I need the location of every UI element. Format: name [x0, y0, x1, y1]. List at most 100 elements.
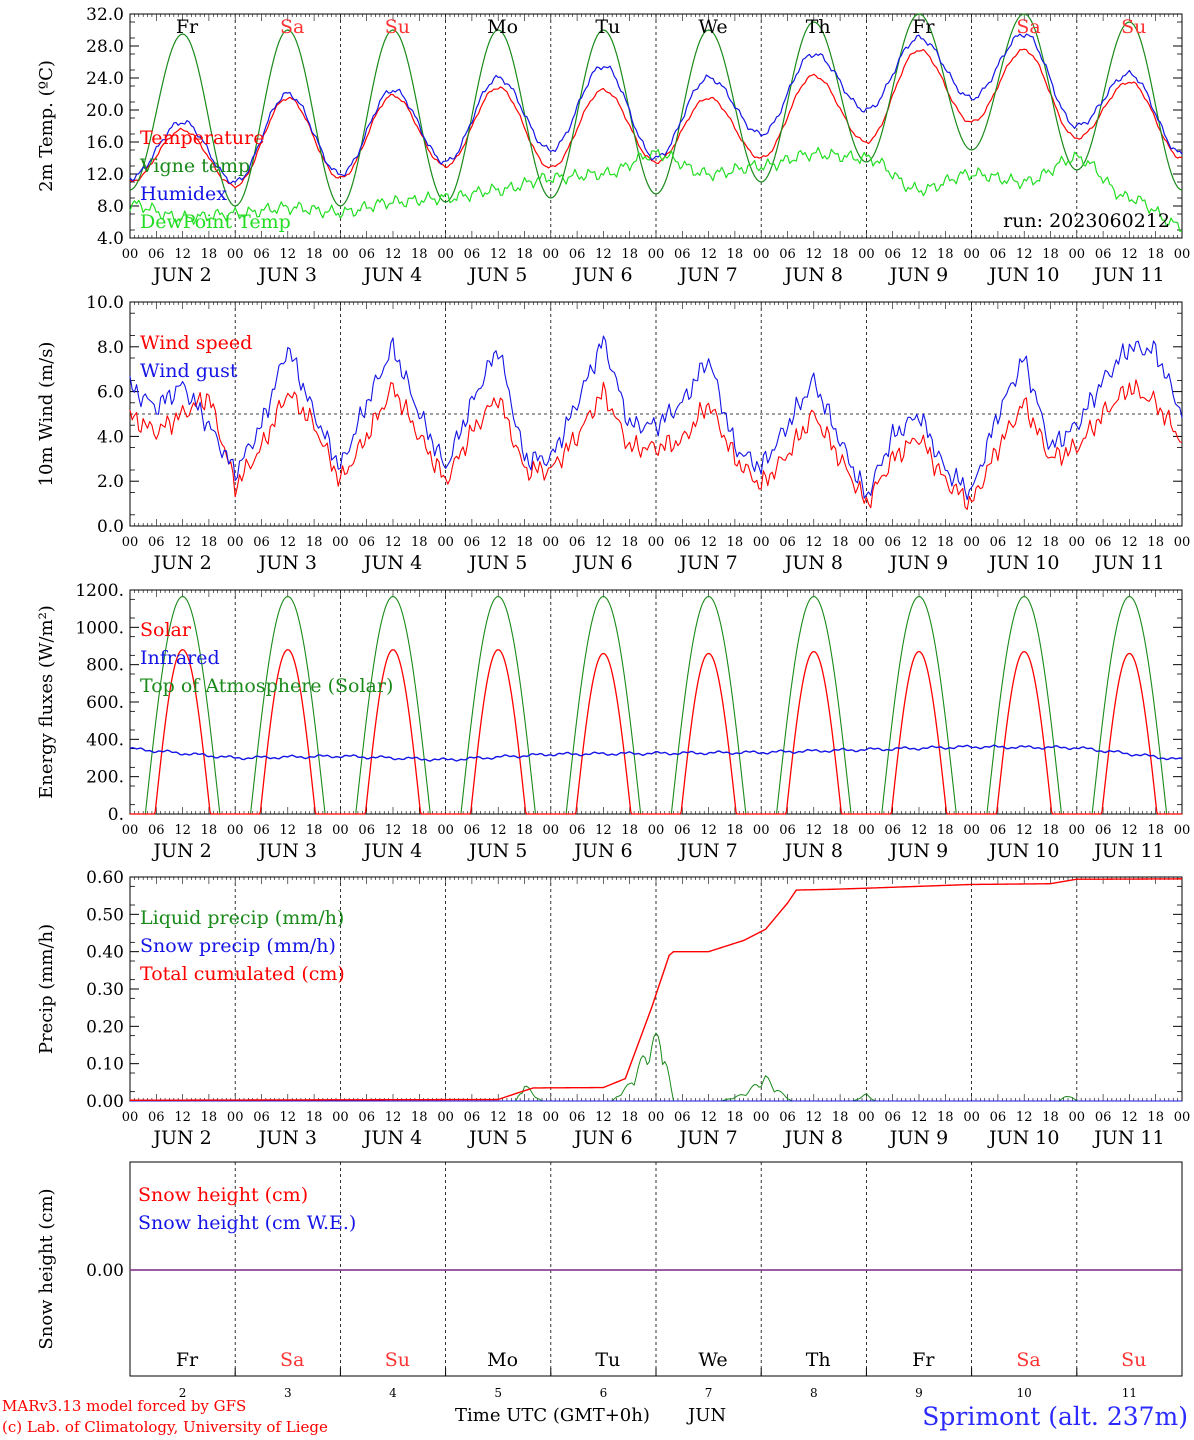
hour-tick-label: 06 [358, 823, 375, 838]
hour-tick-label: 00 [963, 535, 980, 550]
day-number-label: 10 [1017, 1386, 1032, 1400]
y-tick-label: 28.0 [86, 37, 124, 57]
day-name-label: Sa [280, 1349, 304, 1371]
day-number-label: 4 [389, 1386, 397, 1400]
run-annotation: run: 2023060212 [1003, 210, 1170, 232]
hour-tick-label: 18 [621, 823, 638, 838]
hour-tick-label: 00 [543, 1110, 560, 1125]
date-label: JUN 9 [888, 840, 948, 862]
y-tick-label: 6.0 [97, 383, 124, 403]
hour-tick-label: 06 [779, 247, 796, 262]
hour-tick-label: 18 [516, 823, 533, 838]
hour-tick-label: 12 [700, 247, 717, 262]
hour-tick-label: 00 [753, 823, 770, 838]
hour-tick-label: 00 [122, 823, 139, 838]
hour-tick-label: 18 [1147, 1110, 1164, 1125]
date-label: JUN 6 [572, 840, 632, 862]
hour-tick-label: 00 [332, 535, 349, 550]
legend-entry: Solar [140, 619, 192, 641]
y-tick-label: 20.0 [86, 101, 124, 121]
hour-tick-label: 00 [227, 823, 244, 838]
hour-tick-label: 18 [727, 535, 744, 550]
date-label: JUN 8 [783, 264, 843, 286]
hour-tick-label: 06 [990, 1110, 1007, 1125]
y-tick-label: 24.0 [86, 69, 124, 89]
date-label: JUN 4 [362, 264, 422, 286]
hour-tick-label: 00 [437, 535, 454, 550]
hour-tick-label: 12 [280, 247, 297, 262]
hour-tick-label: 18 [1042, 1110, 1059, 1125]
y-tick-label: 0.10 [86, 1055, 124, 1075]
hour-tick-label: 00 [332, 247, 349, 262]
hour-tick-label: 12 [490, 1110, 507, 1125]
hour-tick-label: 12 [595, 823, 612, 838]
hour-tick-label: 18 [1147, 823, 1164, 838]
hour-tick-label: 00 [332, 823, 349, 838]
y-tick-label: 0.0 [97, 517, 124, 537]
hour-tick-label: 18 [411, 247, 428, 262]
date-label: JUN 2 [151, 840, 211, 862]
day-name-label: Fr [912, 1349, 935, 1371]
date-label: JUN 10 [987, 552, 1059, 574]
y-tick-label: 600. [86, 693, 124, 713]
hour-tick-label: 12 [595, 247, 612, 262]
hour-tick-label: 00 [543, 823, 560, 838]
hour-tick-label: 06 [884, 823, 901, 838]
y-tick-label: 2.0 [97, 472, 124, 492]
hour-tick-label: 12 [280, 535, 297, 550]
hour-tick-label: 06 [1095, 1110, 1112, 1125]
hour-tick-label: 00 [1174, 1110, 1191, 1125]
hour-tick-label: 18 [727, 823, 744, 838]
hour-tick-label: 06 [990, 823, 1007, 838]
legend-entry: Snow height (cm) [138, 1184, 308, 1206]
hour-tick-label: 12 [806, 1110, 823, 1125]
hour-tick-label: 00 [1174, 535, 1191, 550]
day-name-label: Th [806, 16, 831, 38]
date-label: JUN 7 [677, 840, 737, 862]
hour-tick-label: 06 [148, 1110, 165, 1125]
day-number-label: 9 [915, 1386, 923, 1400]
hour-tick-label: 18 [516, 247, 533, 262]
day-name-label: Sa [280, 16, 304, 38]
y-tick-label: 0.40 [86, 943, 124, 963]
hour-tick-label: 12 [174, 1110, 191, 1125]
y-tick-label: 10.0 [86, 293, 124, 313]
hour-tick-label: 18 [1042, 823, 1059, 838]
date-label: JUN 5 [467, 552, 527, 574]
y-tick-label: 0.30 [86, 980, 124, 1000]
date-label: JUN 11 [1092, 552, 1164, 574]
hour-tick-label: 00 [227, 1110, 244, 1125]
hour-tick-label: 18 [832, 1110, 849, 1125]
y-axis-title: 2m Temp. (ºC) [36, 60, 57, 192]
hour-tick-label: 00 [543, 535, 560, 550]
hour-tick-label: 06 [779, 535, 796, 550]
hour-tick-label: 12 [280, 823, 297, 838]
day-name-label: Su [1121, 16, 1146, 38]
hour-tick-label: 06 [779, 823, 796, 838]
hour-tick-label: 06 [148, 535, 165, 550]
day-name-label: Th [806, 1349, 831, 1371]
hour-tick-label: 00 [1069, 535, 1086, 550]
day-number-label: 5 [494, 1386, 502, 1400]
y-tick-label: 4.0 [97, 229, 124, 249]
hour-tick-label: 12 [1121, 535, 1138, 550]
hour-tick-label: 06 [253, 823, 270, 838]
month-label: JUN [688, 1405, 727, 1426]
hour-tick-label: 00 [122, 1110, 139, 1125]
day-number-label: 8 [810, 1386, 818, 1400]
hour-tick-label: 12 [490, 247, 507, 262]
hour-tick-label: 18 [1042, 247, 1059, 262]
hour-tick-label: 12 [700, 823, 717, 838]
series-temperature-line [129, 48, 1183, 189]
date-label: JUN 11 [1092, 840, 1164, 862]
date-label: JUN 2 [151, 1127, 211, 1149]
hour-tick-label: 18 [727, 1110, 744, 1125]
date-label: JUN 6 [572, 552, 632, 574]
day-name-label: Mo [487, 16, 518, 38]
day-name-label: Fr [176, 16, 199, 38]
series-wind-speed-line [129, 379, 1183, 511]
hour-tick-label: 00 [122, 247, 139, 262]
hour-tick-label: 12 [385, 1110, 402, 1125]
date-label: JUN 4 [362, 840, 422, 862]
y-tick-label: 0. [108, 805, 124, 825]
